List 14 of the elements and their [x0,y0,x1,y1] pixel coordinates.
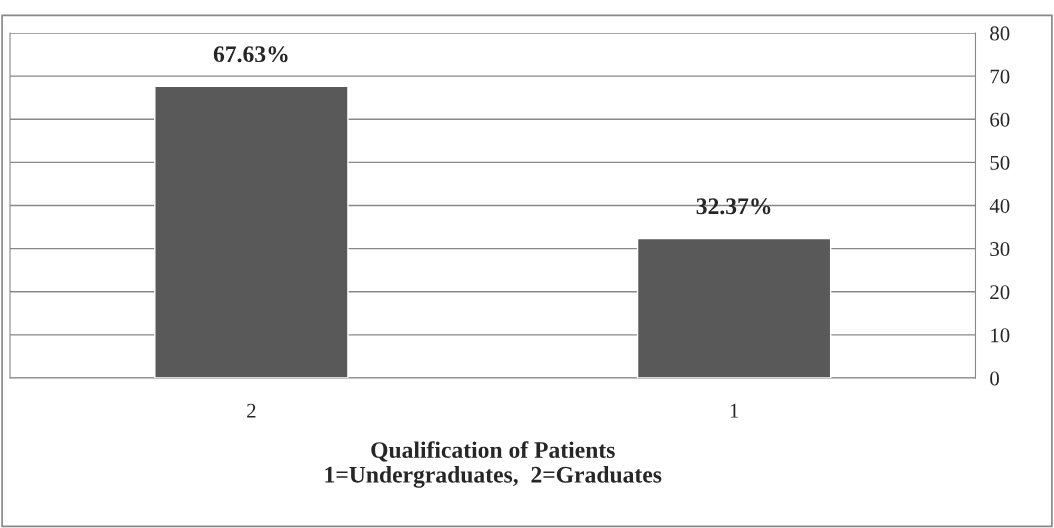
data-label: 32.37% [696,198,771,215]
y-tick-label: 40 [989,198,1010,213]
x-tick-label: 1 [730,403,739,418]
y-tick-label: 60 [990,112,1010,127]
y-tick-label: 30 [990,242,1010,257]
data-label: 67.63% [213,46,288,63]
y-tick-label: 80 [990,26,1010,41]
y-tick-label: 50 [990,155,1010,170]
y-tick-label: 20 [990,285,1010,300]
y-tick-label: 70 [990,69,1010,84]
y-tick-label: 10 [991,328,1010,343]
y-tick-label: 0 [990,371,999,386]
x-axis-title: Qualification of Patients 1=Undergraduates, 2=Graduates [325,441,662,488]
x-tick-label: 2 [247,403,256,418]
